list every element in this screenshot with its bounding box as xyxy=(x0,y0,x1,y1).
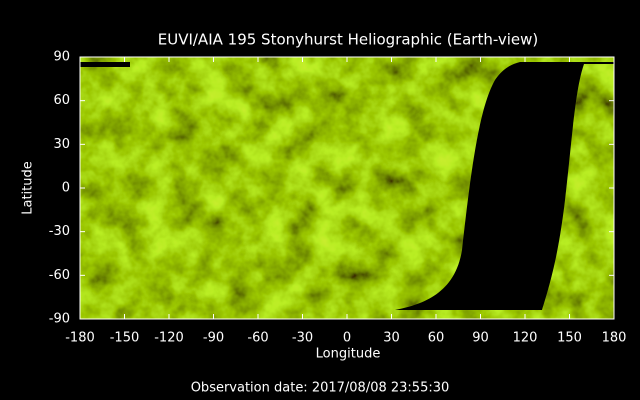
y-tick-label: 0 xyxy=(62,181,70,196)
x-tick-label: -30 xyxy=(292,331,313,346)
x-tick-label: -90 xyxy=(203,331,224,346)
y-tick-label: -90 xyxy=(49,312,70,327)
x-tick-label: 0 xyxy=(343,331,351,346)
x-axis-label: Longitude xyxy=(316,347,381,362)
y-tick-label: 90 xyxy=(53,50,70,65)
chart-title: EUVI/AIA 195 Stonyhurst Heliographic (Ea… xyxy=(158,31,539,49)
y-tick-label: 30 xyxy=(53,137,70,152)
footer: Observation date: 2017/08/08 23:55:30 xyxy=(191,381,450,396)
x-tick-label: 120 xyxy=(513,331,538,346)
x-tick-label: 150 xyxy=(557,331,582,346)
y-tick-label: 60 xyxy=(53,93,70,108)
x-tick-label: 90 xyxy=(472,331,489,346)
x-tick-label: -180 xyxy=(65,331,95,346)
missing-data-strip xyxy=(80,62,130,67)
x-tick-label: 180 xyxy=(602,331,627,346)
y-tick-label: -30 xyxy=(49,224,70,239)
missing-data-region xyxy=(395,62,614,310)
x-tick-label: 30 xyxy=(383,331,400,346)
x-tick-label: 60 xyxy=(428,331,445,346)
y-tick-label: -60 xyxy=(49,268,70,283)
y-axis-label: Latitude xyxy=(21,161,36,215)
x-tick-label: -150 xyxy=(110,331,140,346)
x-tick-label: -120 xyxy=(154,331,184,346)
x-tick-label: -60 xyxy=(247,331,268,346)
